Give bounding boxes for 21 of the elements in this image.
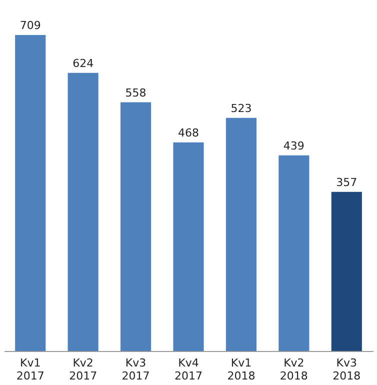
x-tick-label: Kv3 2017	[122, 356, 150, 382]
bar	[120, 102, 152, 351]
x-tick-label: Kv1 2017	[16, 356, 44, 382]
x-tick-label: Kv1 2018	[227, 356, 256, 382]
data-label: 468	[178, 126, 199, 140]
data-label: 523	[230, 102, 252, 115]
bar	[278, 155, 310, 351]
bar	[331, 192, 362, 351]
bar	[226, 118, 256, 351]
data-label: 558	[125, 86, 146, 100]
data-label: 624	[72, 56, 94, 70]
x-tick-label: Kv3 2018	[332, 356, 361, 382]
x-tick-label: Kv4 2017	[174, 356, 202, 382]
x-tick-label: Kv2 2017	[69, 356, 98, 382]
data-label: 439	[283, 139, 304, 152]
bar	[15, 35, 46, 351]
bar	[173, 142, 204, 351]
data-label: 709	[20, 19, 41, 32]
data-label: 357	[336, 176, 358, 189]
x-tick-label: Kv2 2018	[280, 356, 308, 382]
bar	[68, 72, 98, 351]
